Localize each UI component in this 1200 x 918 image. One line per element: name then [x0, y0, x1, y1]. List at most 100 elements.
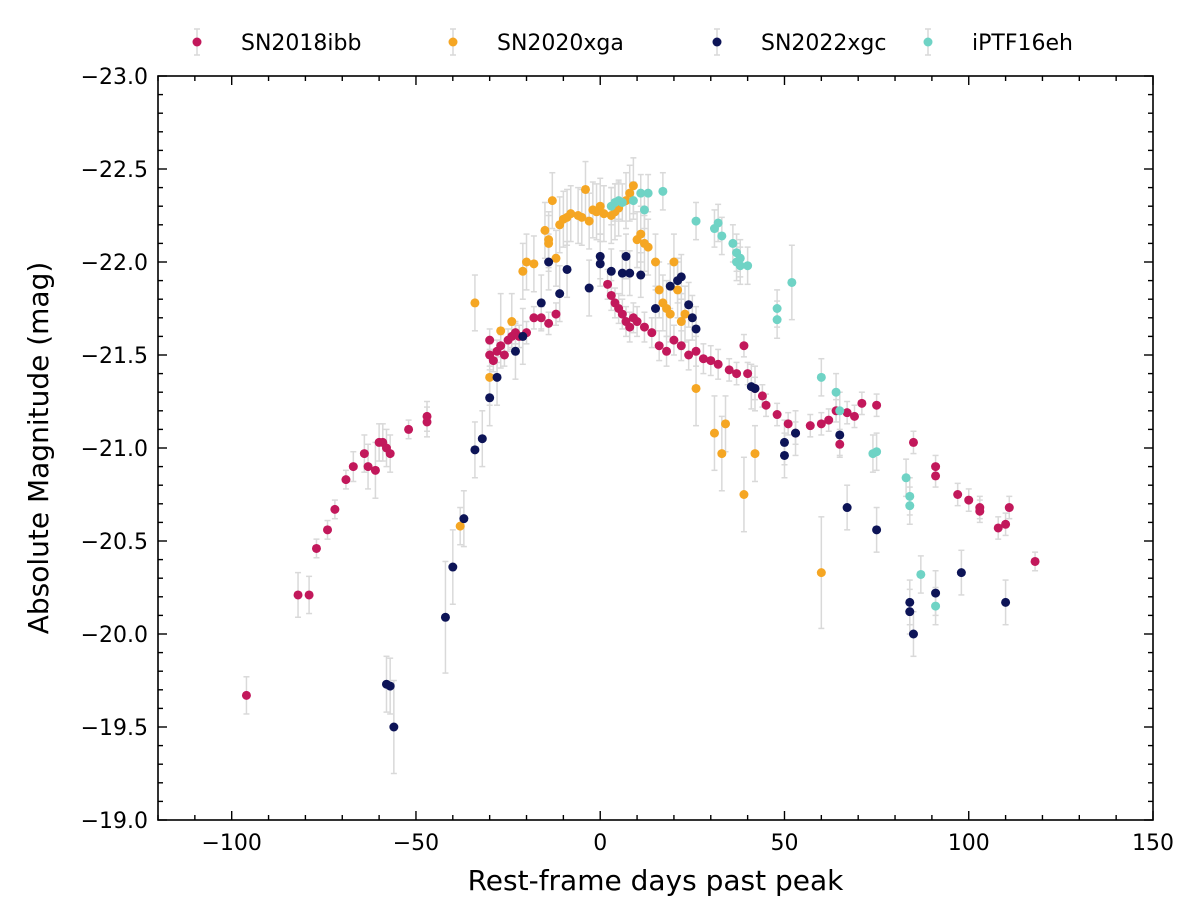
point-sn2022xgc — [791, 428, 801, 438]
point-sn2022xgc — [779, 437, 789, 447]
point-sn2022xgc — [651, 304, 660, 313]
point-sn2018ibb — [323, 525, 333, 535]
point-sn2020xga — [691, 383, 701, 393]
point-sn2018ibb — [835, 439, 845, 449]
point-sn2022xgc — [691, 324, 701, 334]
point-sn2022xgc — [684, 300, 694, 310]
point-sn2018ibb — [385, 449, 395, 459]
point-sn2022xgc — [931, 588, 941, 598]
point-iptf16eh — [643, 188, 653, 198]
point-sn2018ibb — [669, 335, 679, 345]
x-tick-label: 50 — [770, 831, 798, 856]
point-sn2018ibb — [739, 341, 749, 351]
point-sn2018ibb — [603, 279, 613, 289]
point-iptf16eh — [735, 261, 745, 271]
point-sn2018ibb — [529, 313, 539, 323]
point-sn2018ibb — [311, 543, 321, 553]
point-iptf16eh — [691, 216, 701, 226]
point-sn2018ibb — [732, 369, 742, 379]
point-sn2022xgc — [492, 372, 502, 382]
point-sn2020xga — [547, 196, 557, 206]
point-iptf16eh — [905, 501, 915, 511]
point-sn2020xga — [651, 257, 660, 267]
point-sn2020xga — [676, 317, 686, 327]
point-iptf16eh — [743, 261, 753, 271]
point-sn2022xgc — [835, 430, 845, 440]
point-sn2022xgc — [779, 450, 789, 460]
point-sn2020xga — [739, 490, 749, 499]
y-tick-label: −19.5 — [81, 716, 148, 741]
legend-marker — [923, 37, 933, 47]
point-sn2018ibb — [536, 313, 546, 323]
legend-item-iptf16eh: iPTF16eh — [923, 28, 1073, 56]
y-tick-label: −23.0 — [81, 65, 148, 90]
point-sn2022xgc — [477, 434, 487, 444]
point-sn2020xga — [599, 209, 609, 219]
legend-marker — [192, 37, 202, 47]
point-sn2020xga — [636, 229, 646, 239]
point-sn2018ibb — [805, 421, 815, 431]
point-sn2018ibb — [975, 506, 985, 516]
point-sn2022xgc — [448, 562, 458, 572]
point-sn2020xga — [625, 188, 635, 198]
point-sn2020xga — [551, 253, 561, 263]
point-sn2018ibb — [639, 322, 649, 332]
point-sn2022xgc — [956, 568, 966, 578]
point-iptf16eh — [905, 491, 915, 501]
point-sn2022xgc — [676, 272, 686, 282]
point-sn2020xga — [496, 326, 506, 336]
point-sn2018ibb — [632, 317, 642, 327]
x-axis-label: Rest-frame days past peak — [468, 864, 845, 897]
point-iptf16eh — [816, 372, 826, 382]
point-sn2022xgc — [544, 257, 554, 267]
point-sn2018ibb — [772, 410, 782, 420]
point-sn2018ibb — [931, 462, 941, 472]
point-sn2022xgc — [621, 251, 631, 261]
point-iptf16eh — [916, 569, 926, 579]
point-iptf16eh — [835, 406, 845, 416]
point-sn2022xgc — [584, 283, 594, 293]
legend-label: SN2022xgc — [761, 31, 887, 56]
point-iptf16eh — [636, 188, 646, 198]
point-sn2022xgc — [518, 331, 528, 341]
point-sn2018ibb — [341, 475, 351, 485]
x-tick-label: 100 — [948, 831, 990, 856]
point-sn2022xgc — [905, 597, 915, 607]
legend-item-sn2020xga: SN2020xga — [448, 28, 624, 56]
point-iptf16eh — [787, 277, 797, 287]
point-sn2022xgc — [536, 298, 546, 308]
y-axis-label: Absolute Magnitude (mag) — [22, 262, 55, 635]
point-sn2022xgc — [595, 251, 605, 261]
point-sn2018ibb — [304, 590, 314, 600]
axis-ticks — [157, 75, 1154, 821]
point-iptf16eh — [931, 601, 941, 611]
point-sn2020xga — [485, 372, 495, 382]
point-sn2018ibb — [662, 346, 672, 356]
point-sn2018ibb — [654, 341, 664, 351]
point-iptf16eh — [872, 447, 882, 457]
point-sn2018ibb — [698, 354, 708, 364]
point-sn2022xgc — [470, 445, 480, 455]
point-sn2020xga — [643, 242, 653, 252]
point-sn2018ibb — [743, 369, 753, 379]
point-sn2020xga — [566, 209, 576, 219]
point-sn2020xga — [529, 259, 539, 269]
y-tick-label: −20.0 — [81, 623, 148, 648]
point-sn2020xga — [595, 201, 605, 211]
point-sn2018ibb — [908, 437, 918, 447]
point-sn2022xgc — [385, 681, 395, 691]
y-tick-label: −21.0 — [81, 437, 148, 462]
point-sn2020xga — [709, 428, 719, 438]
plot-area — [157, 75, 1154, 821]
point-sn2020xga — [673, 285, 683, 295]
point-iptf16eh — [831, 387, 841, 397]
point-iptf16eh — [713, 218, 723, 228]
point-sn2020xga — [680, 309, 690, 319]
point-sn2018ibb — [485, 335, 495, 345]
point-sn2018ibb — [1004, 503, 1014, 513]
point-iptf16eh — [772, 304, 782, 313]
x-tick-label: −50 — [393, 831, 439, 856]
point-sn2018ibb — [993, 523, 1003, 533]
data-points — [241, 181, 1040, 732]
plot-frame — [157, 75, 1154, 821]
